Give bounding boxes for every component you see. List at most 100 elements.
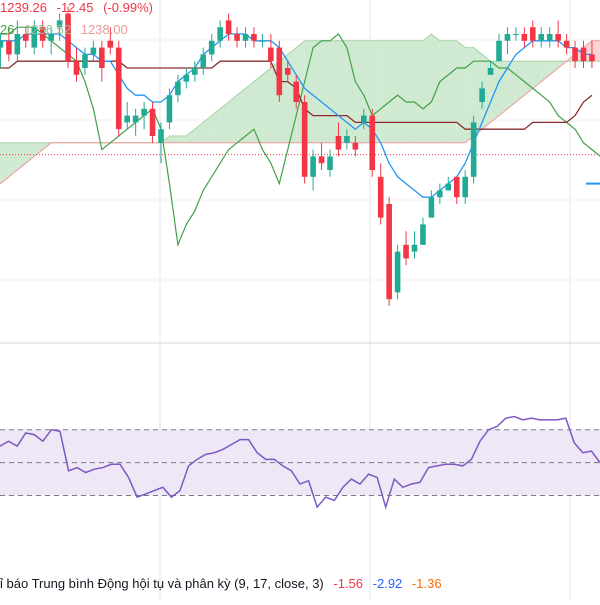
- candle-body: [175, 82, 181, 96]
- candle-body: [353, 143, 359, 150]
- candle-body: [285, 68, 291, 75]
- cloud-segment: [406, 41, 414, 143]
- candle-body: [589, 54, 595, 61]
- candle-body: [555, 34, 561, 41]
- candle-body: [446, 184, 452, 191]
- candle-body: [133, 116, 139, 123]
- candle-body: [344, 136, 350, 143]
- candle-body: [116, 48, 122, 130]
- cloud-segment: [313, 41, 321, 143]
- candle-body: [226, 20, 232, 34]
- candle-body: [167, 95, 173, 122]
- oscillator-pane: [0, 417, 600, 508]
- legend-change-pct: (-0.99%): [103, 0, 153, 15]
- cloud-segment: [237, 88, 245, 142]
- candle-body: [243, 34, 249, 41]
- candle-body: [209, 41, 215, 55]
- candle-body: [327, 156, 333, 170]
- candle-body: [462, 177, 468, 197]
- ichimoku-value-2: 1256.52: [24, 22, 71, 37]
- candle-body: [91, 48, 97, 55]
- candle-body: [251, 34, 257, 41]
- candle-body: [65, 14, 71, 62]
- cloud-segment: [448, 41, 456, 143]
- candle-body: [378, 177, 384, 218]
- cloud-segment: [330, 41, 338, 143]
- macd-value-1: -1.56: [333, 576, 363, 591]
- candle-body: [260, 41, 266, 42]
- candle-body: [547, 34, 553, 41]
- candle-body: [6, 41, 12, 55]
- candle-body: [310, 156, 316, 176]
- candle-body: [479, 88, 485, 102]
- candle-body: [268, 48, 274, 62]
- macd-label: ỉ báo Trung bình Động hội tụ và phân kỳ …: [0, 576, 324, 591]
- candle-body: [336, 136, 342, 150]
- candle-body: [74, 61, 80, 75]
- candle-body: [150, 109, 156, 136]
- candle-body: [217, 27, 223, 41]
- macd-value-3: -1.36: [412, 576, 442, 591]
- cloud-segment: [229, 95, 237, 143]
- cloud-segment: [381, 41, 389, 143]
- candle-body: [386, 204, 392, 299]
- candle-body: [437, 190, 443, 197]
- legend-close: 1239.26: [0, 0, 47, 15]
- candle-body: [471, 122, 477, 176]
- candle-body: [581, 48, 587, 62]
- candle-body: [277, 48, 283, 96]
- candle-body: [192, 68, 198, 75]
- cloud-segment: [262, 68, 270, 143]
- candle-body: [403, 245, 409, 259]
- candle-body: [505, 34, 511, 41]
- candle-body: [158, 129, 164, 143]
- candle-body: [564, 41, 570, 48]
- candle-body: [293, 82, 299, 102]
- candle-body: [429, 197, 435, 217]
- cloud-segment: [389, 41, 397, 143]
- candle-body: [361, 116, 367, 123]
- candle-body: [82, 54, 88, 68]
- macd-legend: ỉ báo Trung bình Động hội tụ và phân kỳ …: [0, 576, 448, 591]
- cloud-segment: [178, 136, 186, 143]
- candle-body: [124, 116, 130, 123]
- candle-body: [496, 41, 502, 61]
- candle-body: [522, 34, 528, 41]
- candle-body: [513, 34, 519, 35]
- cloud-segment: [415, 41, 423, 143]
- macd-value-2: -2.92: [373, 576, 403, 591]
- candle-body: [184, 75, 190, 82]
- cloud-segment: [423, 34, 431, 143]
- price-legend: 1239.26 -12.45 (-0.99%): [0, 0, 159, 15]
- candle-body: [234, 34, 240, 41]
- candle-body: [538, 34, 544, 41]
- cloud-segment: [431, 34, 439, 143]
- ichimoku-value-1: 26: [0, 22, 14, 37]
- candle-body: [15, 34, 21, 54]
- candle-body: [99, 48, 105, 68]
- candle-body: [319, 156, 325, 163]
- candle-body: [0, 41, 3, 48]
- candle-body: [530, 27, 536, 41]
- candle-body: [395, 252, 401, 293]
- candle-body: [369, 116, 375, 170]
- candle-body: [412, 245, 418, 252]
- candle-body: [141, 109, 147, 116]
- cloud-segment: [246, 82, 254, 143]
- candle-body: [572, 48, 578, 62]
- cloud-segment: [338, 41, 346, 143]
- candle-body: [302, 102, 308, 177]
- candle-body: [108, 41, 114, 48]
- cloud-segment: [169, 136, 177, 143]
- cloud-segment: [322, 41, 330, 143]
- candle-body: [420, 224, 426, 244]
- candle-body: [454, 177, 460, 197]
- legend-change: -12.45: [57, 0, 94, 15]
- ichimoku-legend: 26 1256.52 1238.00: [0, 22, 134, 37]
- cloud-segment: [398, 41, 406, 143]
- candle-body: [488, 68, 494, 75]
- cloud-segment: [440, 41, 448, 143]
- candle-body: [200, 54, 206, 68]
